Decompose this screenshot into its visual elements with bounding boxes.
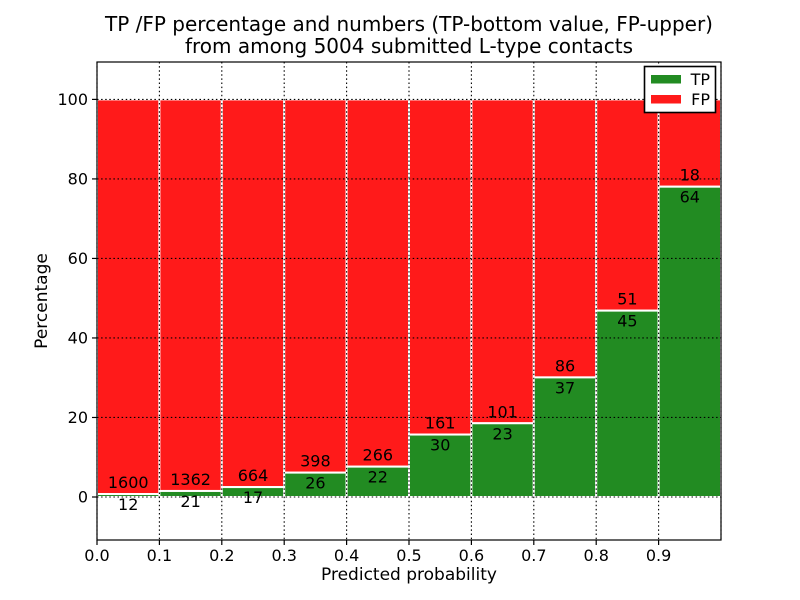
tp-count-label-5: 30 <box>430 436 450 455</box>
y-axis-label: Percentage <box>32 253 52 349</box>
x-tick-label-4: 0.4 <box>334 546 359 565</box>
bar-tp-4 <box>345 465 411 498</box>
tp-count-label-1: 21 <box>180 492 200 511</box>
tp-count-label-3: 26 <box>305 474 325 493</box>
x-tick-label-1: 0.1 <box>147 546 172 565</box>
bar-tp-5 <box>408 433 473 499</box>
fp-count-label-8: 51 <box>617 290 637 309</box>
legend-swatch-tp <box>651 75 681 84</box>
legend-swatch-fp <box>651 95 681 104</box>
x-axis-label: Predicted probability <box>321 565 497 585</box>
legend-label-fp: FP <box>691 90 710 109</box>
x-tick-label-9: 0.9 <box>646 546 671 565</box>
tp-count-label-9: 64 <box>680 188 700 207</box>
bar-fp-6 <box>470 98 535 425</box>
fp-count-label-9: 18 <box>680 166 700 185</box>
bar-tp-9 <box>657 185 722 499</box>
bar-fp-8 <box>595 98 660 312</box>
tp-count-label-4: 22 <box>368 468 388 487</box>
x-tick-label-8: 0.8 <box>583 546 608 565</box>
fp-count-label-4: 266 <box>363 446 394 465</box>
bar-fp-9 <box>657 98 722 188</box>
bar-fp-7 <box>532 98 598 379</box>
fp-count-label-5: 161 <box>425 414 456 433</box>
y-tick-label-5: 100 <box>57 90 88 109</box>
bar-tp-6 <box>470 422 535 499</box>
bar-tp-3 <box>283 471 348 498</box>
tp-count-label-0: 12 <box>118 495 138 514</box>
legend-label-tp: TP <box>690 70 711 89</box>
y-tick-label-2: 40 <box>68 328 88 347</box>
bar-fp-3 <box>283 98 348 474</box>
x-tick-label-5: 0.5 <box>396 546 421 565</box>
fp-count-label-1: 1362 <box>170 470 211 489</box>
legend-box <box>643 65 717 114</box>
bar-fp-2 <box>220 98 286 489</box>
bar-fp-4 <box>345 98 411 468</box>
x-tick-label-6: 0.6 <box>459 546 484 565</box>
fp-count-label-6: 101 <box>487 402 518 421</box>
x-tick-label-3: 0.3 <box>271 546 296 565</box>
y-tick-label-1: 20 <box>68 408 88 427</box>
fp-count-label-7: 86 <box>555 356 575 375</box>
fp-count-label-2: 664 <box>238 466 269 485</box>
bars-layer <box>96 98 722 499</box>
ticks-layer: 0.0 0.1 0.2 0.3 0.4 0.5 0.6 0.7 0.8 0.9 0 20 40 60 80 1… <box>57 90 671 565</box>
x-tick-label-2: 0.2 <box>209 546 234 565</box>
y-tick-label-0: 0 <box>78 488 88 507</box>
bar-fp-5 <box>408 98 473 436</box>
tp-count-label-2: 17 <box>243 488 263 507</box>
fp-count-label-3: 398 <box>300 452 331 471</box>
bar-fp-0 <box>96 98 161 496</box>
y-tick-label-4: 80 <box>68 169 88 188</box>
y-tick-label-3: 60 <box>68 249 88 268</box>
tp-count-label-6: 23 <box>492 424 512 443</box>
x-tick-label-7: 0.7 <box>521 546 546 565</box>
bar-tp-8 <box>595 309 660 498</box>
chart-title-line1: TP /FP percentage and numbers (TP-bottom… <box>104 12 713 36</box>
bar-tp-7 <box>532 376 598 499</box>
x-tick-label-0: 0.0 <box>84 546 109 565</box>
bar-fp-1 <box>158 98 223 492</box>
tp-count-label-8: 45 <box>617 312 637 331</box>
tp-count-label-7: 37 <box>555 378 575 397</box>
chart-title-line2: from among 5004 submitted L-type contact… <box>185 34 633 58</box>
bar-count-labels-layer: 1600 12 1362 21 664 17 398 26 266 22 161 30 101 23 86 3… <box>108 166 700 514</box>
fp-count-label-0: 1600 <box>108 473 149 492</box>
